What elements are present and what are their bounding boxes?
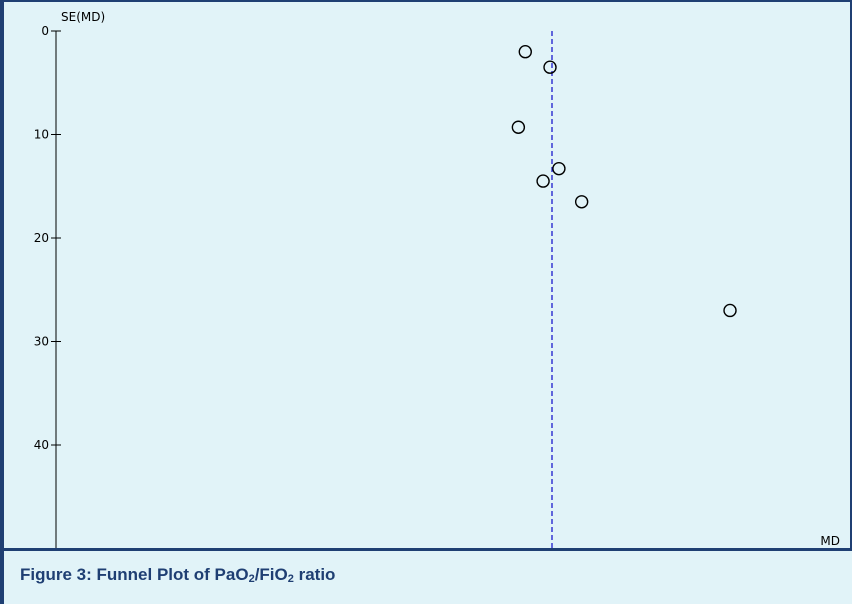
- caption-bar: Figure 3: Funnel Plot of PaO2/FiO2 ratio: [0, 548, 852, 604]
- frame-left-border: [0, 0, 4, 548]
- study-point: [511, 120, 526, 134]
- study-point: [543, 60, 557, 74]
- frame-top-border: [0, 0, 852, 2]
- caption-suffix: ratio: [293, 565, 336, 584]
- caption-subscript-2: 2: [287, 573, 294, 585]
- frame-right-border: [850, 0, 852, 548]
- y-axis-label: SE(MD): [61, 10, 105, 24]
- y-tick-label: 40: [34, 438, 49, 452]
- figure-caption: Figure 3: Funnel Plot of PaO2/FiO2 ratio: [20, 565, 335, 585]
- points-group: [511, 45, 737, 318]
- y-tick-label: 20: [34, 231, 49, 245]
- study-point: [574, 195, 589, 209]
- y-tick-label: 30: [34, 335, 49, 349]
- caption-accent-bar: [0, 551, 4, 604]
- funnel-plot: 0 10 20 30 40 SE(MD) MD: [34, 10, 840, 548]
- axes: 0 10 20 30 40 SE(MD) MD: [34, 10, 840, 548]
- y-tick-label: 0: [41, 24, 49, 38]
- study-point: [552, 161, 566, 176]
- study-point: [536, 174, 550, 188]
- caption-prefix: Figure 3: Funnel Plot of PaO: [20, 565, 249, 584]
- caption-subscript-1: 2: [248, 573, 255, 585]
- study-point: [518, 45, 532, 59]
- y-tick-label: 10: [34, 128, 49, 142]
- study-point: [723, 303, 737, 318]
- caption-mid: /FiO: [254, 565, 288, 584]
- x-axis-label: MD: [820, 534, 840, 548]
